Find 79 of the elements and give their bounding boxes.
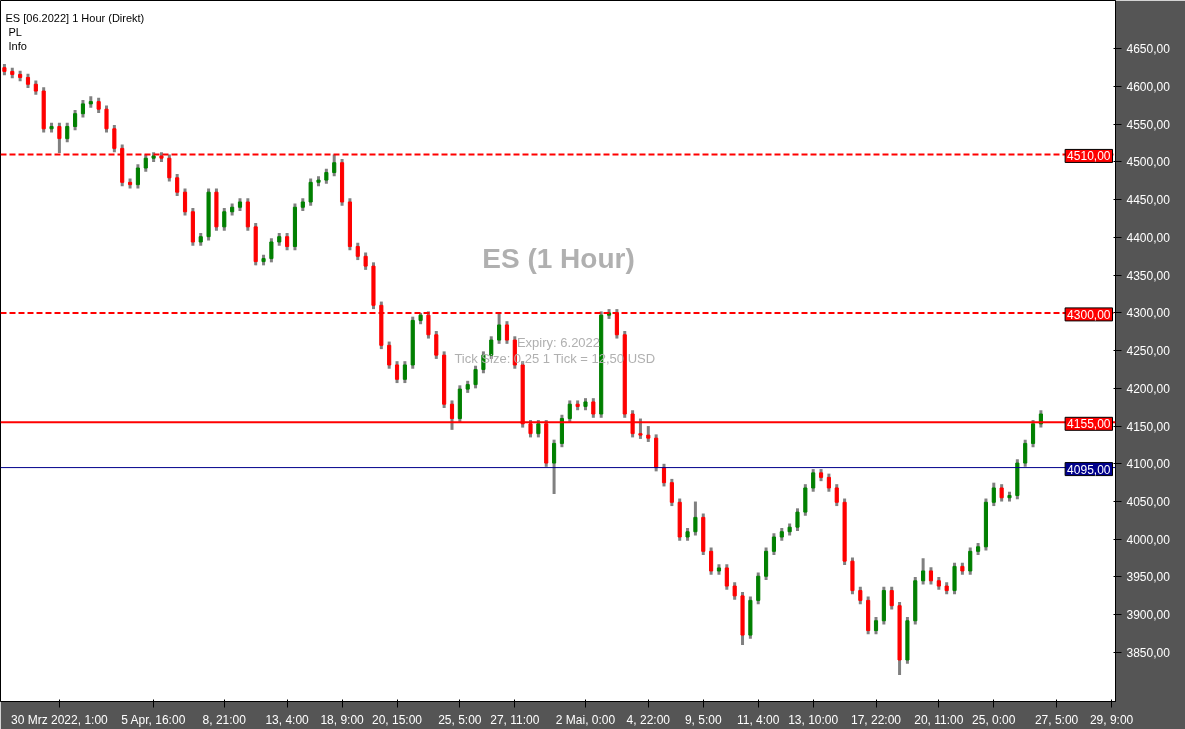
candlestick <box>434 331 439 359</box>
y-tick-label: 4050,00 <box>1126 495 1171 510</box>
candlestick <box>709 547 714 575</box>
candlestick <box>1030 420 1036 449</box>
ref-line-label: 4095,00 <box>1067 462 1111 477</box>
candlestick <box>104 105 109 133</box>
y-tick-label: 4100,00 <box>1126 457 1171 472</box>
candlestick <box>826 473 831 492</box>
x-tick-label: 17, 22:00 <box>850 712 902 727</box>
annotation: ES (1 Hour) <box>482 242 635 274</box>
text: ES [06.2022] 1 Hour (Direkt) <box>5 11 145 24</box>
candlestick <box>552 439 557 494</box>
ref-line-label: 4510,00 <box>1067 149 1111 164</box>
y-tick-label: 4000,00 <box>1126 532 1171 547</box>
candlestick <box>308 178 313 206</box>
candlestick <box>387 341 392 369</box>
ref-line-label: 4155,00 <box>1067 417 1111 432</box>
candlestick <box>834 484 839 508</box>
candlestick <box>175 174 180 196</box>
x-tick-label: 30 Mrz 2022, 1:00 <box>11 712 109 727</box>
candlestick <box>65 122 70 143</box>
candlestick <box>402 361 407 385</box>
y-tick-label: 4300,00 <box>1126 306 1171 321</box>
candlestick <box>497 312 502 344</box>
candlestick <box>394 361 400 385</box>
x-tick-label: 4, 22:00 <box>626 712 671 727</box>
x-tick-label: 27, 5:00 <box>1034 712 1079 727</box>
x-tick-label: 11, 4:00 <box>736 712 780 727</box>
candlestick <box>567 400 572 423</box>
candlestick <box>991 482 996 508</box>
y-tick-label: 4250,00 <box>1126 344 1171 359</box>
x-tick-label: 25, 5:00 <box>438 712 482 727</box>
candlestick <box>222 208 227 231</box>
x-tick-label: 25, 0:00 <box>972 712 1016 727</box>
y-tick-label: 4150,00 <box>1126 419 1171 434</box>
y-tick-label: 4400,00 <box>1126 230 1171 245</box>
y-tick-label: 4500,00 <box>1126 155 1171 170</box>
candlestick <box>921 558 926 585</box>
y-tick-label: 4200,00 <box>1126 381 1171 396</box>
candlestick <box>135 164 140 189</box>
candlestick <box>795 508 800 531</box>
candlestick <box>73 109 78 131</box>
x-tick-label: 18, 9:00 <box>320 712 365 727</box>
y-tick-label: 3900,00 <box>1126 608 1171 623</box>
candlestick <box>669 477 674 508</box>
y-tick-label: 4350,00 <box>1126 268 1171 283</box>
y-tick-label: 4650,00 <box>1126 42 1171 57</box>
x-tick-label: 9, 5:00 <box>684 712 722 727</box>
y-tick-label: 4550,00 <box>1126 117 1171 132</box>
annotation: PL <box>8 25 22 38</box>
candlestick <box>332 154 337 177</box>
y-tick-label: 3850,00 <box>1126 645 1171 660</box>
candlestick <box>889 585 894 610</box>
x-tick-label: 20, 15:00 <box>372 712 423 727</box>
y-tick-label: 4600,00 <box>1126 80 1171 95</box>
x-tick-label: 8, 21:00 <box>202 712 247 727</box>
x-tick-label: 13, 10:00 <box>788 712 839 727</box>
y-tick-label: 3950,00 <box>1126 570 1171 585</box>
x-tick-label: 13, 4:00 <box>265 712 310 727</box>
candlestick <box>504 321 510 344</box>
x-tick-label: 20, 11:00 <box>914 712 964 727</box>
candlestick <box>661 462 667 487</box>
annotation: Info <box>8 39 27 52</box>
x-tick-label: 27, 11:00 <box>490 712 540 727</box>
candlestick <box>591 398 596 418</box>
candlestick <box>968 547 973 575</box>
candlestick <box>269 238 274 263</box>
candlestick <box>473 365 478 389</box>
y-tick-label: 4450,00 <box>1126 193 1171 208</box>
candlestick <box>811 469 816 492</box>
x-tick-label: 29, 9:00 <box>1089 712 1134 727</box>
x-tick-label: 5 Apr, 16:00 <box>121 712 186 727</box>
ref-line-label: 4300,00 <box>1067 307 1111 322</box>
candlestick <box>771 533 776 556</box>
candlestick <box>182 188 188 216</box>
candlestick <box>693 501 698 536</box>
candlestick <box>1023 439 1028 467</box>
x-tick-label: 2 Mai, 0:00 <box>555 712 616 727</box>
candlestick <box>724 564 729 590</box>
